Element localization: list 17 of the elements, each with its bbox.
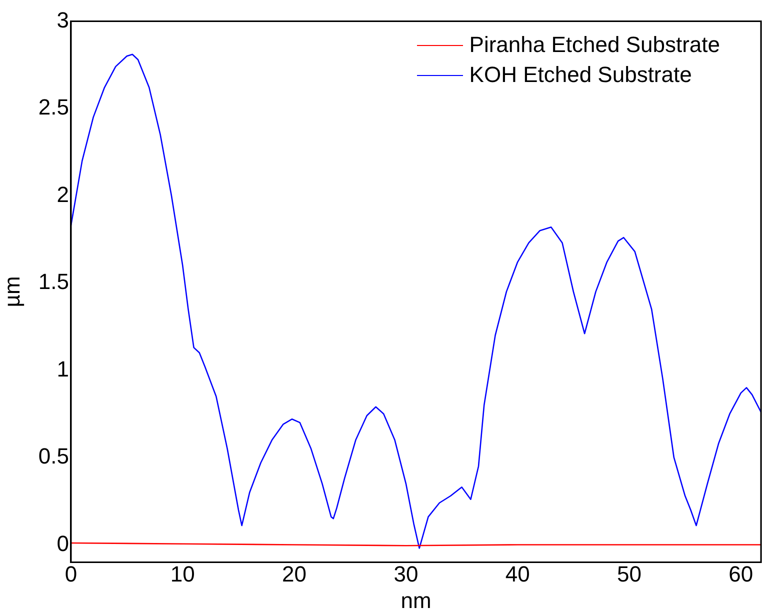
x-tick-label: 60 (728, 561, 754, 586)
x-tick-label: 40 (505, 561, 530, 586)
y-tick-label: 1.5 (38, 269, 69, 294)
y-tick-label: 2 (56, 182, 69, 207)
y-tick-label: 0 (56, 530, 69, 556)
legend-label: Piranha Etched Substrate (469, 31, 720, 59)
legend-label: KOH Etched Substrate (469, 61, 692, 89)
y-tick-label: 3 (56, 7, 69, 32)
x-tick-label: 30 (394, 561, 418, 586)
y-tick-label: 1 (56, 356, 69, 382)
x-tick-label: 20 (282, 561, 307, 586)
x-tick-label: 50 (617, 561, 642, 586)
x-axis-title: nm (400, 588, 432, 613)
y-tick-label: 2.5 (38, 94, 69, 120)
x-tick-label: 10 (170, 561, 195, 586)
y-axis-title: µm (0, 276, 24, 308)
y-tick-label: 0.5 (38, 444, 69, 469)
